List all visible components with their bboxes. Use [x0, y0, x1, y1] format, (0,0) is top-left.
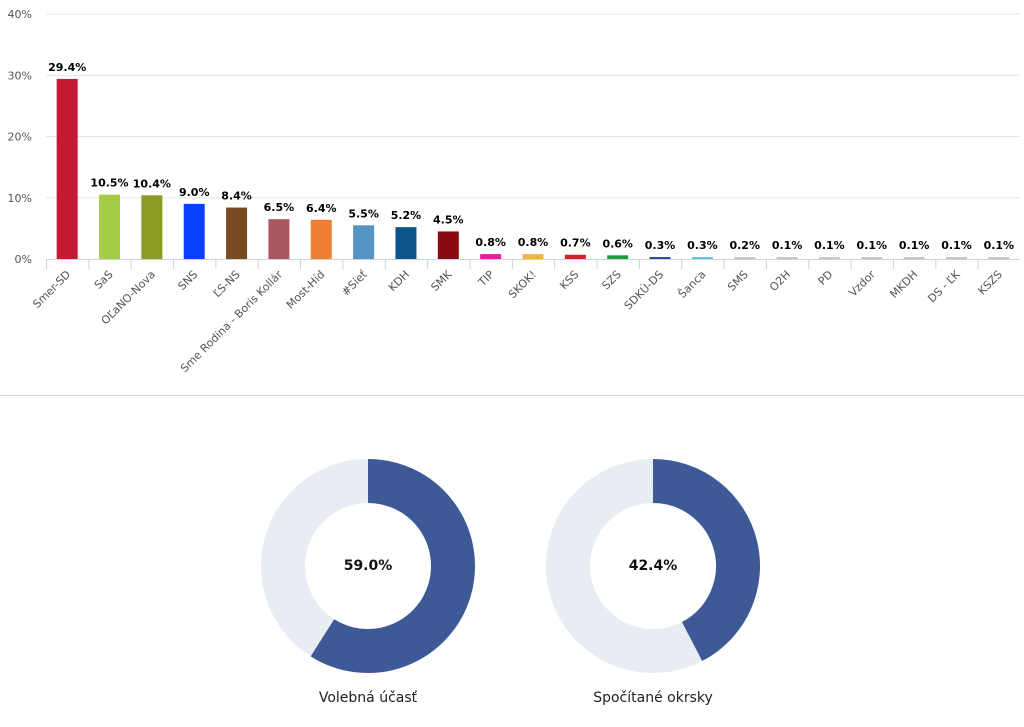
data-label: 10.5% [90, 177, 128, 190]
x-tick-label: Most-Híd [284, 268, 328, 312]
data-label: 0.7% [560, 237, 591, 250]
data-label: 0.6% [602, 237, 633, 250]
bar [522, 254, 544, 259]
x-tick-label: DS - ĽK [925, 267, 963, 305]
data-label: 0.1% [941, 239, 972, 252]
party-results-bar-chart: 0% 10% 20% 30% 40% 29.4% Smer-SD 10.5% SaS 10.4% O… [8, 8, 1020, 375]
data-label: 5.5% [348, 207, 379, 220]
bar [480, 254, 502, 259]
x-tick-label: SMK [428, 267, 454, 293]
x-tick-label: ĽS-NS [211, 268, 243, 300]
data-label: 0.3% [687, 239, 718, 252]
x-tick-label: KDH [386, 268, 412, 294]
x-tick-label: SNS [175, 268, 200, 293]
y-tick-label: 20% [8, 131, 32, 144]
bar [268, 219, 290, 259]
data-label: 0.1% [899, 239, 930, 252]
data-label: 0.1% [814, 239, 845, 252]
y-tick-label: 40% [8, 8, 32, 21]
turnout-value: 59.0% [343, 558, 393, 574]
y-tick-label: 10% [8, 192, 32, 205]
data-label: 9.0% [179, 186, 210, 199]
x-tick-label: SDKÚ-DS [622, 268, 666, 312]
x-tick-label: Smer-SD [30, 268, 73, 311]
bar [903, 257, 925, 259]
data-label: 6.5% [264, 201, 295, 214]
bar [141, 195, 163, 259]
x-tick-label: SKOK! [506, 268, 539, 301]
x-tick-label: MKDH [887, 268, 920, 301]
x-tick-label: #Sieť [339, 267, 370, 298]
x-tick-label: TIP [475, 268, 497, 290]
x-tick-label: O2H [767, 268, 793, 294]
data-label: 0.8% [475, 236, 506, 249]
bar [310, 219, 332, 259]
section-divider [0, 395, 1024, 396]
data-label: 0.3% [645, 239, 676, 252]
data-label: 0.1% [772, 239, 803, 252]
bar [56, 78, 78, 259]
data-label: 0.1% [984, 239, 1015, 252]
counted-districts-donut-chart [546, 459, 760, 673]
x-tick-label: KSS [557, 268, 581, 292]
y-tick-label: 30% [8, 69, 32, 82]
bar [395, 227, 417, 259]
x-tick-label: Vzdor [846, 268, 878, 300]
data-label: 4.5% [433, 213, 464, 226]
x-tick-label: KSZS [975, 268, 1005, 298]
x-tick-label: SMS [725, 268, 751, 294]
turnout-label: Volebná účasť [318, 690, 418, 706]
y-tick-label: 0% [15, 253, 32, 266]
bar [607, 255, 629, 259]
data-label: 6.4% [306, 202, 337, 215]
bar [183, 203, 205, 259]
bar [818, 257, 840, 259]
data-label: 0.2% [729, 239, 760, 252]
x-tick-label: PD [816, 268, 836, 288]
bar [649, 257, 671, 259]
x-tick-label: SaS [92, 268, 116, 292]
donut-value-arc [310, 459, 475, 673]
data-label: 0.1% [857, 239, 888, 252]
bar [945, 257, 967, 259]
bar [776, 257, 798, 259]
data-label: 8.4% [221, 190, 252, 203]
data-label: 5.2% [391, 209, 422, 222]
bar [353, 225, 375, 259]
x-tick-label: SZS [599, 268, 623, 292]
counted-districts-label: Spočítané okrsky [593, 690, 713, 706]
bar [861, 257, 883, 259]
bar [734, 257, 756, 259]
data-label: 29.4% [48, 61, 86, 74]
bar [564, 254, 586, 259]
turnout-donut-chart [261, 459, 475, 673]
data-label: 0.8% [518, 236, 549, 249]
data-label: 10.4% [133, 177, 171, 190]
bar [437, 231, 459, 259]
bar [99, 194, 121, 259]
counted-districts-value: 42.4% [628, 558, 678, 574]
bar [988, 257, 1010, 259]
bar [226, 207, 248, 259]
donut-value-arc [652, 459, 760, 662]
x-tick-label: Šanca [676, 268, 709, 301]
bar [691, 257, 713, 259]
